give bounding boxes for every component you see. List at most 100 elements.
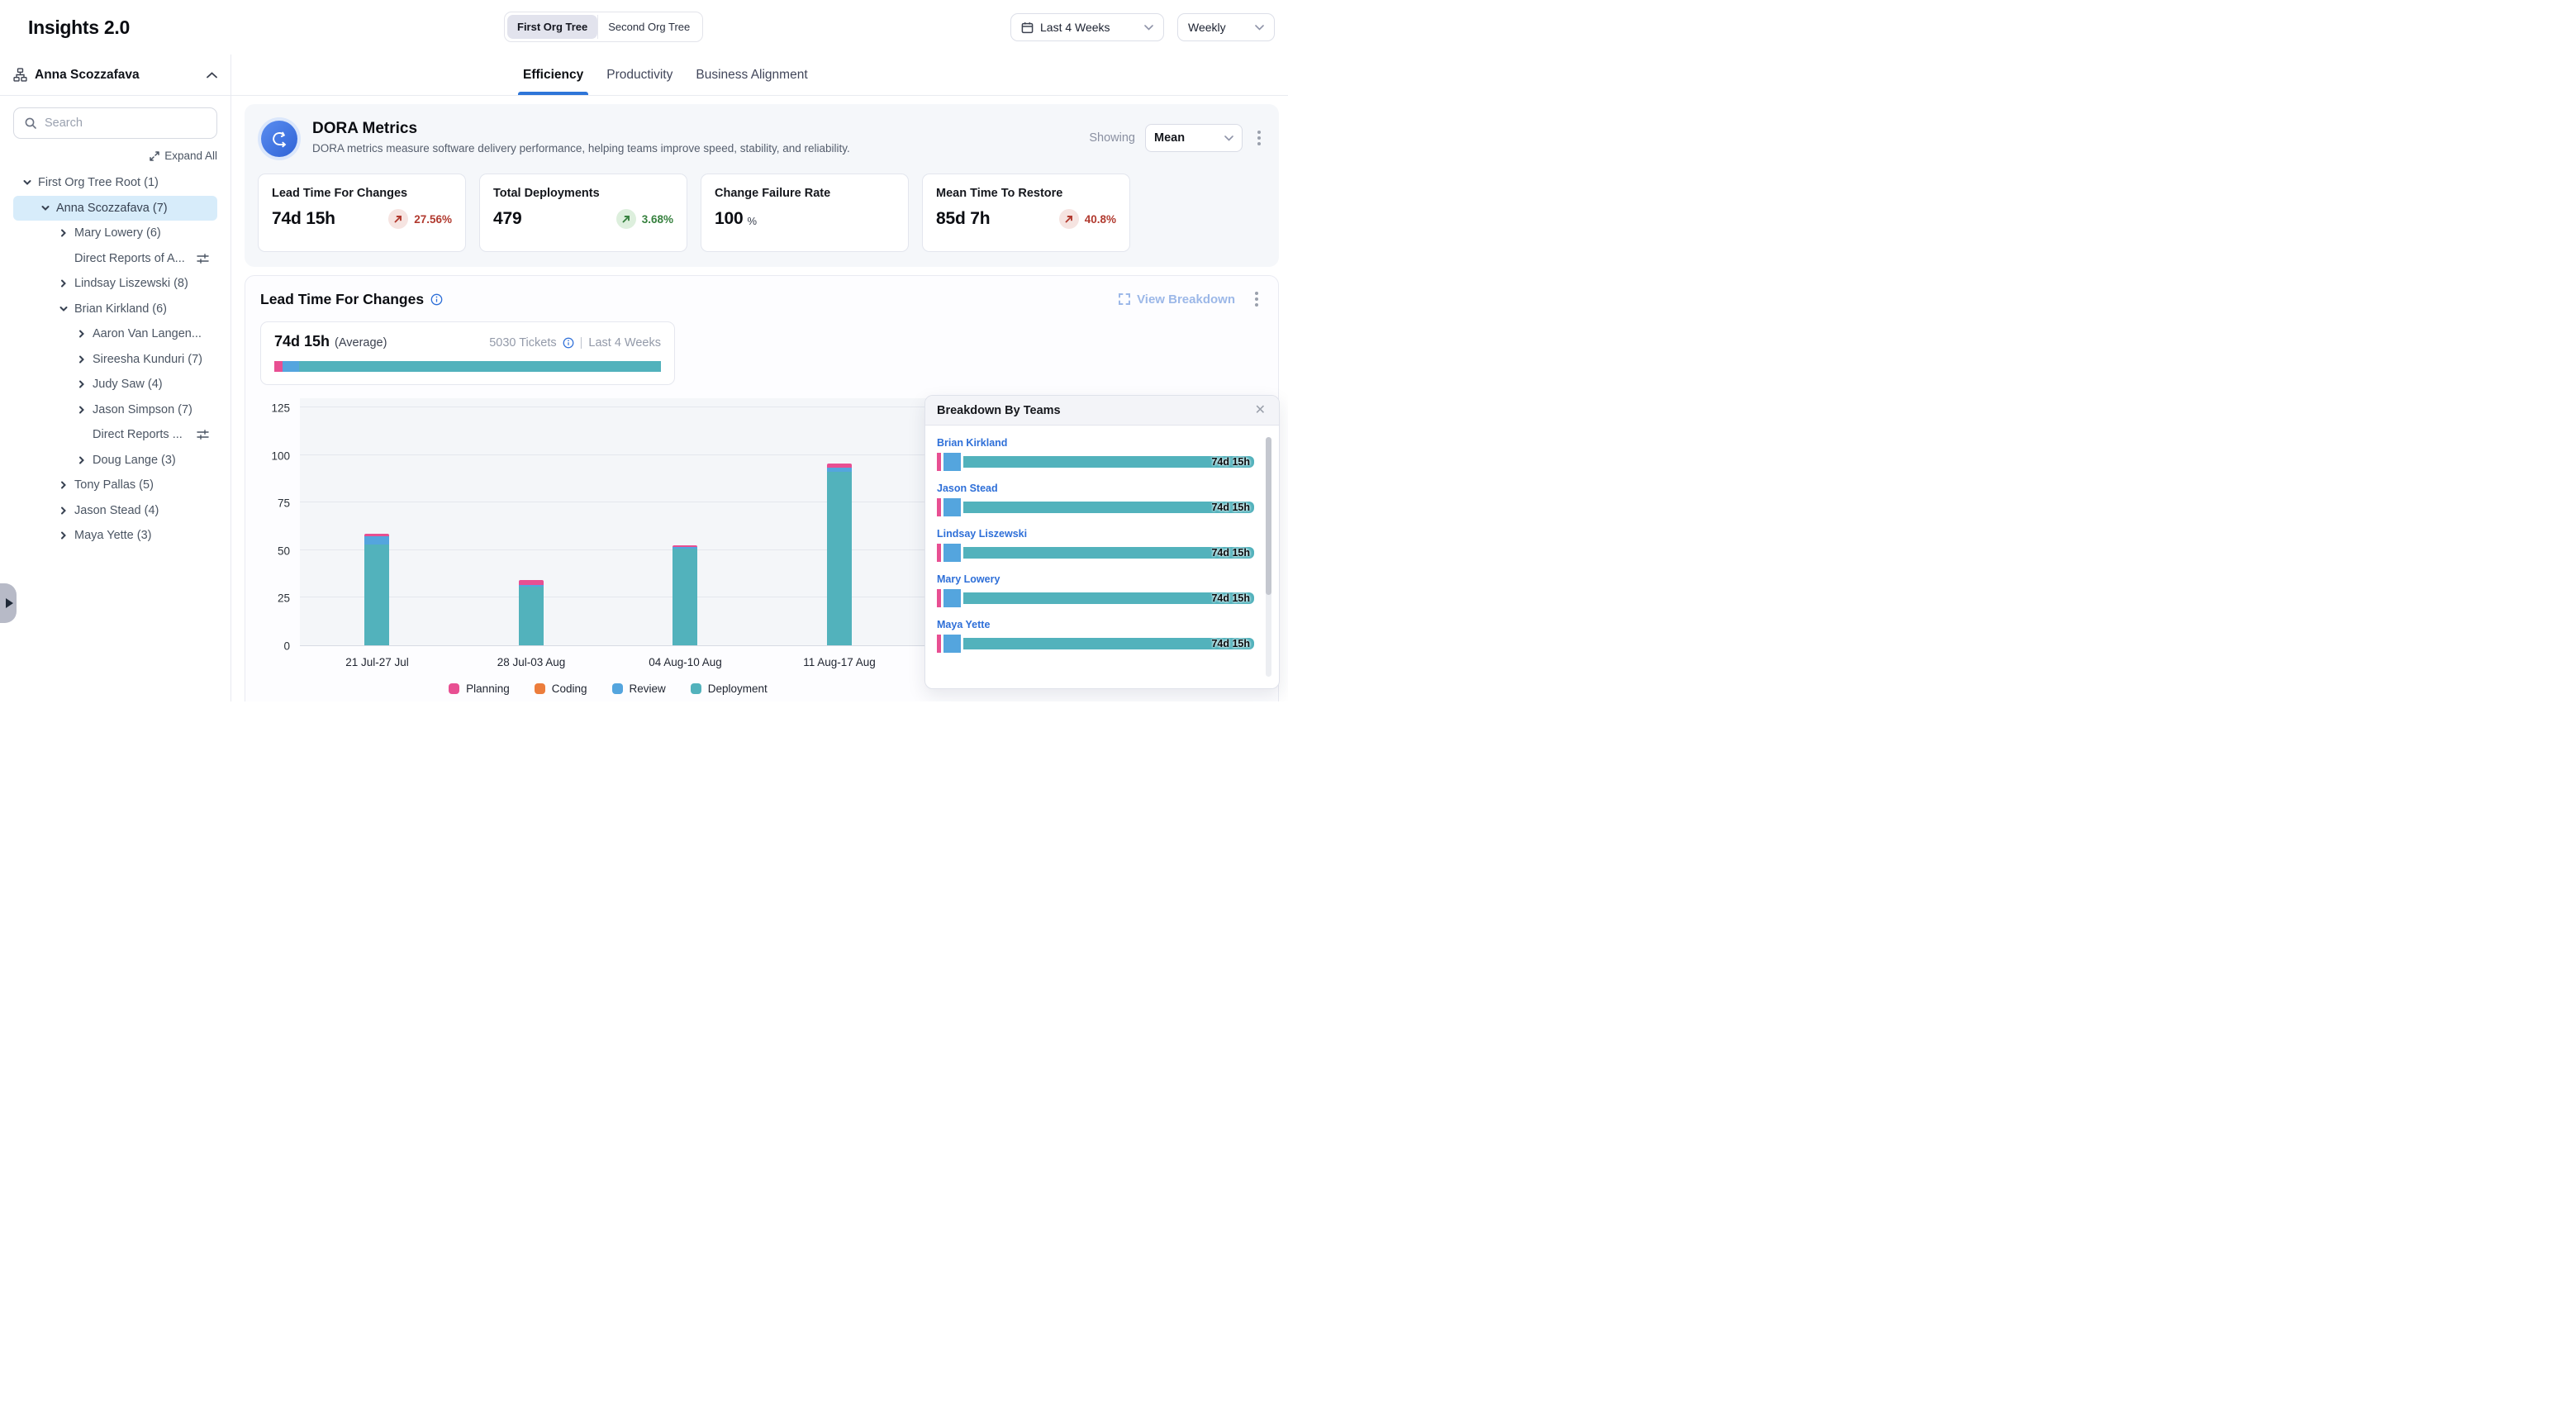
metric-card[interactable]: Change Failure Rate 100% — [701, 174, 909, 252]
info-icon[interactable] — [563, 337, 574, 349]
panel-scrollbar[interactable] — [1266, 437, 1271, 677]
scrollbar-thumb[interactable] — [1266, 437, 1271, 596]
team-name-link[interactable]: Lindsay Liszewski — [937, 528, 1028, 540]
toggle-second-org-tree[interactable]: Second Org Tree — [597, 15, 700, 39]
team-stacked-bar[interactable]: 74d 15h — [937, 589, 1254, 607]
team-stacked-bar[interactable]: 74d 15h — [937, 544, 1254, 562]
lead-kebab-menu[interactable] — [1250, 288, 1263, 310]
metric-value: 85d 7h — [936, 209, 991, 228]
tree-item-label: Direct Reports ... — [93, 428, 183, 442]
y-axis-labels: 0 25 50 75 100 125 — [260, 398, 300, 653]
metric-card[interactable]: Mean Time To Restore 85d 7h 40.8% — [922, 174, 1130, 252]
sidebar-collapse-handle[interactable] — [0, 583, 17, 623]
metric-card-value-row: 479 3.68% — [493, 209, 673, 229]
chevron-right-icon[interactable] — [74, 329, 89, 339]
tree-item-label: Doug Lange (3) — [93, 453, 176, 467]
chevron-right-icon[interactable] — [56, 530, 71, 540]
legend-item-deployment: Deployment — [690, 682, 768, 695]
team-stacked-bar[interactable]: 74d 15h — [937, 453, 1254, 471]
planning-segment — [673, 545, 697, 548]
deployment-segment: 74d 15h — [963, 456, 1254, 468]
tab-efficiency[interactable]: Efficiency — [517, 55, 589, 95]
search-box — [13, 107, 217, 139]
filter-sliders-icon[interactable] — [197, 253, 209, 264]
team-name-link[interactable]: Maya Yette — [937, 619, 991, 630]
sidebar-tree-item[interactable]: First Org Tree Root (1) — [13, 170, 217, 196]
sidebar-tree-item[interactable]: Doug Lange (3) — [13, 448, 217, 473]
lead-time-summary: 74d 15h (Average) 5030 Tickets | Last 4 … — [260, 321, 675, 385]
sidebar-tree-item[interactable]: Maya Yette (3) — [13, 523, 217, 549]
tree-item-label: Direct Reports of A... — [74, 251, 185, 265]
tab-business-alignment[interactable]: Business Alignment — [696, 67, 808, 82]
metric-card-value-row: 85d 7h 40.8% — [936, 209, 1116, 229]
team-name-link[interactable]: Brian Kirkland — [937, 437, 1008, 449]
chevron-down-icon[interactable] — [38, 203, 53, 213]
summary-tickets: 5030 Tickets — [489, 336, 557, 350]
close-icon[interactable]: ✕ — [1254, 402, 1266, 417]
deployment-segment: 74d 15h — [963, 592, 1254, 604]
breakdown-team-row: Maya Yette 74d 15h — [937, 619, 1254, 653]
chevron-down-icon[interactable] — [56, 304, 71, 314]
sidebar-tree-item[interactable]: Jason Stead (4) — [13, 498, 217, 524]
view-breakdown-button[interactable]: View Breakdown — [1119, 292, 1235, 307]
summary-period: Last 4 Weeks — [588, 336, 661, 350]
date-range-dropdown[interactable]: Last 4 Weeks — [1010, 13, 1164, 41]
team-stacked-bar[interactable]: 74d 15h — [937, 498, 1254, 516]
sidebar-tree-item[interactable]: Direct Reports ... — [13, 422, 217, 448]
legend-item-planning: Planning — [449, 682, 510, 695]
sidebar-tree-item[interactable]: Tony Pallas (5) — [13, 473, 217, 498]
date-range-value: Last 4 Weeks — [1040, 21, 1110, 34]
metric-card-title: Change Failure Rate — [715, 187, 831, 200]
sidebar-tree-item[interactable]: Sireesha Kunduri (7) — [13, 347, 217, 373]
chevron-right-icon[interactable] — [56, 506, 71, 516]
sidebar-tree-item[interactable]: Judy Saw (4) — [13, 372, 217, 397]
sidebar-tree-item[interactable]: Aaron Van Langen... — [13, 321, 217, 347]
team-value-label: 74d 15h — [1211, 456, 1250, 468]
metric-delta: 40.8% — [1058, 209, 1116, 229]
x-tick-label: 11 Aug-17 Aug — [803, 656, 876, 668]
search-icon — [24, 117, 37, 130]
gridline — [300, 454, 1263, 455]
sidebar-tree-item[interactable]: Jason Simpson (7) — [13, 397, 217, 423]
chevron-down-icon[interactable] — [20, 178, 35, 188]
tree-item-label: Brian Kirkland (6) — [74, 302, 168, 316]
search-input[interactable] — [45, 117, 207, 130]
expand-all-button[interactable]: Expand All — [13, 150, 217, 162]
sidebar-header[interactable]: Anna Scozzafava — [0, 55, 231, 96]
tree-item-label: Anna Scozzafava (7) — [56, 201, 168, 215]
stacked-bar[interactable] — [826, 464, 852, 645]
chevron-right-icon[interactable] — [74, 354, 89, 364]
deployment-segment — [673, 548, 697, 645]
metric-card[interactable]: Total Deployments 479 3.68% — [479, 174, 687, 252]
sidebar-tree-item[interactable]: Direct Reports of A... — [13, 246, 217, 272]
aggregation-select[interactable]: Mean — [1145, 124, 1243, 152]
x-tick-label: 21 Jul-27 Jul — [345, 656, 409, 668]
sidebar-tree-item[interactable]: Lindsay Liszewski (8) — [13, 271, 217, 297]
chevron-right-icon[interactable] — [56, 480, 71, 490]
chevron-right-icon[interactable] — [74, 455, 89, 465]
chevron-right-icon[interactable] — [56, 228, 71, 238]
stacked-bar[interactable] — [364, 533, 389, 645]
sidebar-tree-item[interactable]: Brian Kirkland (6) — [13, 297, 217, 322]
team-name-link[interactable]: Mary Lowery — [937, 573, 1000, 585]
chevron-up-icon[interactable] — [207, 71, 217, 78]
granularity-dropdown[interactable]: Weekly — [1177, 13, 1275, 41]
metric-card[interactable]: Lead Time For Changes 74d 15h 27.56% — [258, 174, 466, 252]
info-icon[interactable] — [430, 293, 443, 306]
filter-sliders-icon[interactable] — [197, 429, 209, 440]
toggle-first-org-tree[interactable]: First Org Tree — [507, 15, 598, 39]
sidebar-tree-item[interactable]: Anna Scozzafava (7) — [13, 195, 217, 221]
dora-metric-cards: Lead Time For Changes 74d 15h 27.56% Total … — [258, 174, 1266, 252]
chevron-right-icon[interactable] — [74, 405, 89, 415]
stacked-bar[interactable] — [673, 545, 697, 645]
team-stacked-bar[interactable]: 74d 15h — [937, 635, 1254, 653]
sidebar-tree-item[interactable]: Mary Lowery (6) — [13, 221, 217, 246]
dora-kebab-menu[interactable] — [1252, 127, 1266, 149]
deployment-segment: 74d 15h — [963, 638, 1254, 649]
team-name-link[interactable]: Jason Stead — [937, 483, 998, 494]
main-tab-bar: Efficiency Productivity Business Alignment — [231, 55, 1288, 96]
stacked-bar[interactable] — [518, 580, 544, 645]
tab-productivity[interactable]: Productivity — [606, 67, 673, 82]
chevron-right-icon[interactable] — [56, 278, 71, 288]
chevron-right-icon[interactable] — [74, 379, 89, 389]
